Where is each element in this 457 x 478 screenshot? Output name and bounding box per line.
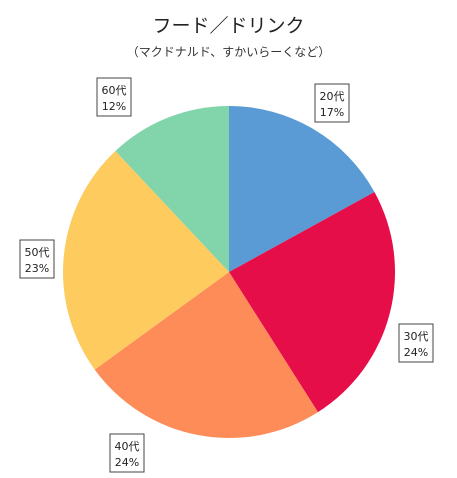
pie-slices [63,105,396,439]
slice-value-label: 12% [102,100,126,113]
pie-slice-50代 [63,150,229,370]
pie-slice-30代 [229,192,396,413]
slice-category-label: 40代 [115,440,140,453]
slice-value-label: 17% [320,106,344,119]
slice-category-label: 50代 [25,246,50,259]
slice-label-box [109,433,145,473]
slice-category-label: 20代 [320,90,345,103]
slice-category-label: 30代 [404,330,429,343]
pie-slice-20代 [229,105,375,272]
slice-category-label: 60代 [102,84,127,97]
slice-value-label: 23% [25,262,49,275]
pie-slice-40代 [94,272,318,439]
slice-label-box [398,323,434,363]
slice-label-box [314,83,350,123]
slice-value-label: 24% [404,346,428,359]
pie-slice-60代 [115,106,229,272]
slice-value-label: 24% [115,456,139,469]
chart-title: フード／ドリンク [152,15,305,37]
slice-label-box [19,239,55,279]
slice-label-box [96,77,132,117]
chart-subtitle: （マクドナルド、すかいらーくなど） [126,45,331,59]
